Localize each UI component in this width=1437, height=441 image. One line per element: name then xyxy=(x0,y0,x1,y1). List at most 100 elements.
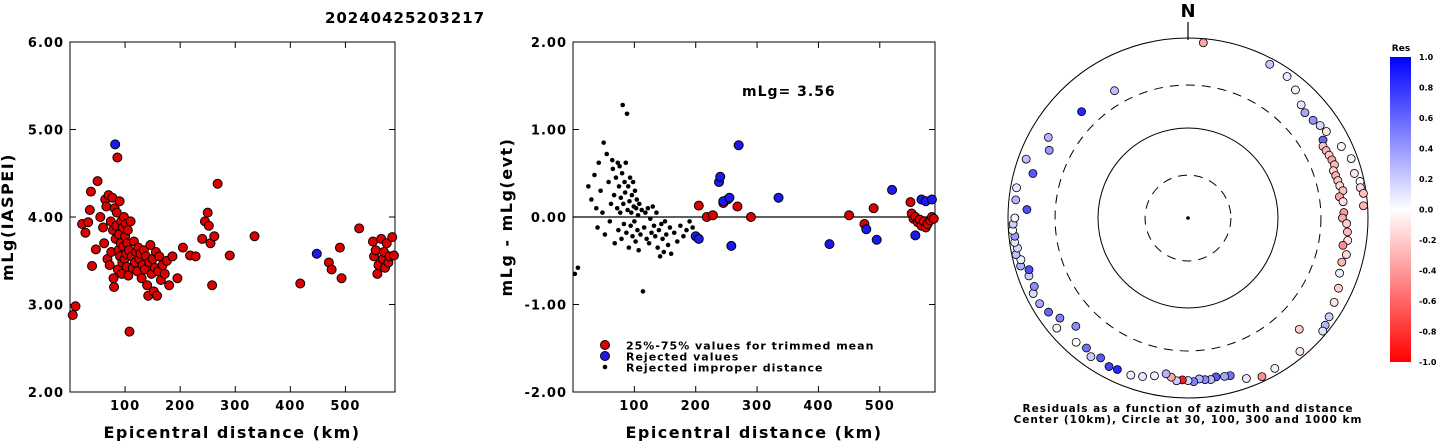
middle-point-black xyxy=(615,160,621,166)
polar-point xyxy=(1010,213,1020,223)
middle-point-black xyxy=(662,219,668,224)
middle-xtick-label: 300 xyxy=(742,399,772,414)
middle-ytick-label: 0.00 xyxy=(531,211,567,226)
middle-point-red xyxy=(693,200,704,211)
middle-point-black xyxy=(665,242,671,248)
left-point-red xyxy=(101,201,112,212)
left-point-red xyxy=(203,220,214,231)
mlg-annotation: mLg= 3.56 xyxy=(742,84,836,100)
figure-title: 20240425203217 xyxy=(325,9,485,27)
colorbar-tick-label: -0.6 xyxy=(1419,297,1437,306)
left-ytick-label: 5.00 xyxy=(28,124,64,139)
north-label: N xyxy=(1180,1,1195,22)
polar-point xyxy=(1295,346,1305,356)
middle-point-red xyxy=(905,197,916,208)
left-ytick-label: 4.00 xyxy=(28,211,64,226)
middle-point-black xyxy=(649,230,654,236)
middle-point-black xyxy=(646,240,652,246)
colorbar-ticks: 1.0 0.8 0.6 0.4 0.2 0.0 -0.2 -0.4 -0.6 -0.8 -1.0 xyxy=(1419,53,1437,367)
left-point-red xyxy=(381,238,392,249)
polar-ring-1000 xyxy=(1007,37,1369,399)
left-point-red xyxy=(111,207,122,218)
middle-point-black xyxy=(635,227,640,233)
middle-point-black xyxy=(625,207,630,213)
polar-point xyxy=(1198,38,1208,48)
middle-points xyxy=(572,102,939,294)
polar-point xyxy=(1343,227,1352,237)
polar-point xyxy=(1349,169,1359,178)
polar-ring-300 xyxy=(1054,84,1322,352)
left-ytick-label: 2.00 xyxy=(28,386,64,401)
polar-point xyxy=(1035,299,1045,309)
left-point-red xyxy=(104,260,115,271)
middle-point-black xyxy=(630,179,636,185)
middle-point-black xyxy=(604,151,610,157)
middle-ticks: 100 200 300 400 500 -2.00 -1.00 0.00 1.00 2.00 xyxy=(525,36,935,414)
left-point-red xyxy=(83,217,94,228)
middle-point-black xyxy=(620,102,625,108)
left-point-red xyxy=(80,227,91,238)
middle-point-black xyxy=(614,205,620,211)
middle-point-black xyxy=(592,172,597,178)
polar-point xyxy=(1071,321,1081,331)
polar-caption-line2: Center (10km), Circle at 30, 100, 300 an… xyxy=(1014,414,1363,426)
left-point-red xyxy=(154,251,165,262)
middle-point-red xyxy=(928,213,939,224)
polar-point xyxy=(1324,312,1334,322)
polar-ring-30 xyxy=(1144,174,1232,262)
left-point-red xyxy=(336,273,347,284)
middle-point-black xyxy=(648,216,653,222)
middle-point-black xyxy=(634,197,640,202)
left-point-red xyxy=(354,223,365,234)
middle-point-blue xyxy=(887,184,898,195)
middle-point-blue xyxy=(733,140,744,151)
middle-point-black xyxy=(572,271,578,277)
colorbar-tick-label: 1.0 xyxy=(1419,53,1434,62)
middle-point-black xyxy=(630,233,635,239)
middle-point-black xyxy=(661,249,667,255)
polar-point xyxy=(1052,323,1062,333)
left-xtick-label: 300 xyxy=(220,399,250,414)
polar-point xyxy=(1282,72,1292,81)
middle-point-black xyxy=(656,227,662,233)
middle-point-blue xyxy=(824,239,835,250)
polar-point xyxy=(1291,85,1300,95)
middle-point-black xyxy=(629,192,635,198)
left-point-red xyxy=(172,273,183,284)
polar-point xyxy=(1022,205,1032,214)
left-point-blue xyxy=(311,248,322,259)
left-xtick-label: 100 xyxy=(110,399,140,414)
polar-point xyxy=(1257,372,1267,382)
middle-point-black xyxy=(627,198,632,204)
middle-point-black xyxy=(636,201,642,207)
left-point-red xyxy=(367,236,378,247)
middle-point-blue xyxy=(724,192,735,203)
legend-marker-rejected xyxy=(600,351,610,361)
polar-point xyxy=(1335,268,1344,278)
left-point-red xyxy=(249,231,260,242)
polar-point xyxy=(1341,250,1351,259)
colorbar-tick-label: 0.6 xyxy=(1419,114,1434,123)
middle-point-black xyxy=(602,232,608,237)
middle-point-black xyxy=(616,227,621,233)
middle-point-black xyxy=(600,210,605,215)
middle-point-black xyxy=(595,225,600,230)
legend-marker-improper xyxy=(602,364,608,370)
middle-point-black xyxy=(660,236,665,242)
polar-point xyxy=(1043,132,1053,142)
middle-point-black xyxy=(678,223,683,229)
middle-xtick-label: 200 xyxy=(681,399,711,414)
middle-point-black xyxy=(643,210,648,215)
left-point-red xyxy=(136,273,147,284)
polar-point xyxy=(1265,59,1275,69)
polar-point xyxy=(1359,188,1368,198)
left-point-red xyxy=(167,251,178,262)
middle-point-black xyxy=(613,175,619,180)
polar-point xyxy=(1337,257,1347,267)
left-point-red xyxy=(142,280,153,291)
legend-label-trimmed: 25%-75% values for trimmed mean xyxy=(626,340,874,353)
middle-point-black xyxy=(628,223,633,229)
polar-point xyxy=(1150,371,1159,381)
legend-label-rejected: Rejected values xyxy=(626,351,739,364)
left-ticks: 100 200 300 400 500 2.00 3.00 4.00 5.00 6.00 xyxy=(28,36,395,414)
